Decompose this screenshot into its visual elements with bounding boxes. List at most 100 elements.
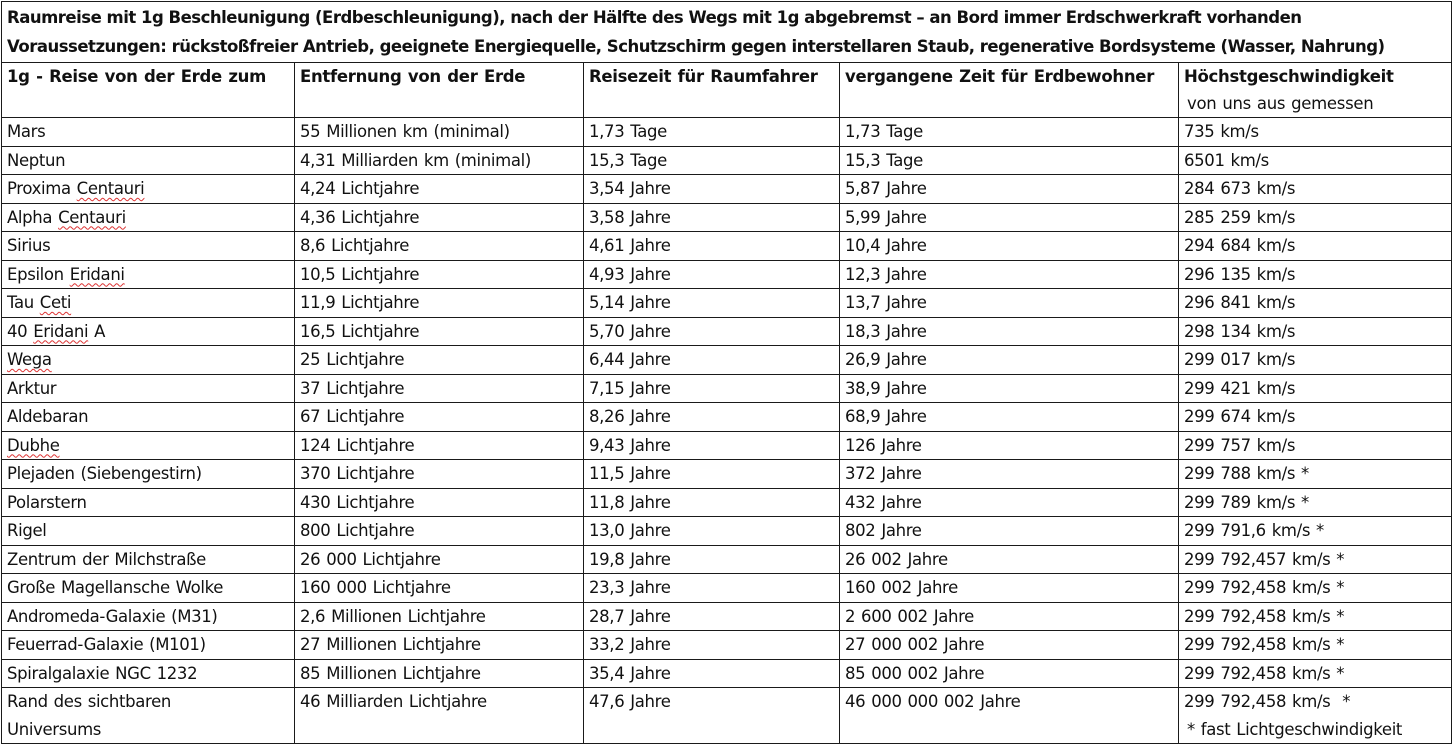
max-speed-cell: 299 757 km/s	[1177, 430, 1452, 460]
max-speed-cell: 285 259 km/s	[1177, 202, 1452, 232]
distance-cell: 160 000 Lichtjahre	[294, 573, 584, 603]
max-speed-cell: 299 017 km/s	[1177, 345, 1452, 375]
max-speed-cell: 296 841 km/s	[1177, 288, 1452, 318]
distance-cell: 37 Lichtjahre	[294, 373, 584, 403]
max-speed-cell: 299 792,458 km/s *	[1177, 630, 1452, 660]
earth-time-cell: 46 000 000 002 Jahre	[839, 687, 1179, 744]
destination-cell: Alpha Centauri	[1, 202, 295, 232]
destination-cell: Feuerrad-Galaxie (M101)	[1, 630, 295, 660]
ship-time-cell: 13,0 Jahre	[583, 516, 840, 546]
max-speed-cell: 299 789 km/s *	[1177, 487, 1452, 517]
destination-cell: Zentrum der Milchstraße	[1, 544, 295, 574]
table-row: Epsilon Eridani 10,5 Lichtjahre 4,93 Jahre…	[1, 259, 1452, 289]
distance-cell: 8,6 Lichtjahre	[294, 231, 584, 261]
ship-time-cell: 15,3 Tage	[583, 145, 840, 175]
destination-cell: Spiralgalaxie NGC 1232	[1, 658, 295, 688]
table-row: Zentrum der Milchstraße 26 000 Lichtjahre…	[1, 544, 1452, 574]
header-ship-time: Reisezeit für Raumfahrer	[583, 62, 840, 118]
table-row: Arktur 37 Lichtjahre 7,15 Jahre 38,9 Jahre 2…	[1, 373, 1452, 403]
destination-cell: Rand des sichtbaren Universums	[1, 687, 295, 744]
earth-time-cell: 27 000 002 Jahre	[839, 630, 1179, 660]
destination-cell: Wega	[1, 345, 295, 375]
max-speed-cell: 299 421 km/s	[1177, 373, 1452, 403]
destination-cell: Proxima Centauri	[1, 174, 295, 204]
table-row: Plejaden (Siebengestirn) 370 Lichtjahre 11…	[1, 459, 1452, 489]
max-speed-cell: 299 792,458 km/s *	[1177, 573, 1452, 603]
table-row-last: Rand des sichtbaren Universums 46 Milliard…	[1, 687, 1452, 744]
table-row: Rigel 800 Lichtjahre 13,0 Jahre 802 Jahre 29…	[1, 516, 1452, 546]
earth-time-cell: 12,3 Jahre	[839, 259, 1179, 289]
table-row: Sirius 8,6 Lichtjahre 4,61 Jahre 10,4 Jahre…	[1, 231, 1452, 261]
earth-time-cell: 26,9 Jahre	[839, 345, 1179, 375]
table-row: Alpha Centauri 4,36 Lichtjahre 3,58 Jahre 5…	[1, 202, 1452, 232]
header-earth-time: vergangene Zeit für Erdbewohner	[839, 62, 1179, 118]
ship-time-cell: 35,4 Jahre	[583, 658, 840, 688]
earth-time-cell: 15,3 Tage	[839, 145, 1179, 175]
distance-cell: 67 Lichtjahre	[294, 402, 584, 432]
distance-cell: 11,9 Lichtjahre	[294, 288, 584, 318]
destination-cell: Mars	[1, 117, 295, 147]
earth-time-cell: 85 000 002 Jahre	[839, 658, 1179, 688]
destination-cell: Epsilon Eridani	[1, 259, 295, 289]
destination-cell: Andromeda-Galaxie (M31)	[1, 601, 295, 631]
max-speed-cell: 299 792,458 km/s *	[1177, 601, 1452, 631]
distance-cell: 27 Millionen Lichtjahre	[294, 630, 584, 660]
destination-text: Alpha Centauri	[7, 207, 126, 227]
ship-time-cell: 3,54 Jahre	[583, 174, 840, 204]
ship-time-cell: 11,8 Jahre	[583, 487, 840, 517]
destination-text: Proxima Centauri	[7, 179, 145, 198]
table-row: 40 Eridani A 16,5 Lichtjahre 5,70 Jahre 18,…	[1, 316, 1452, 346]
table-row: Polarstern 430 Lichtjahre 11,8 Jahre 432 Ja…	[1, 487, 1452, 517]
destination-cell: Polarstern	[1, 487, 295, 517]
max-speed-cell: 735 km/s	[1177, 117, 1452, 147]
destination-cell: Tau Ceti	[1, 288, 295, 318]
ship-time-cell: 7,15 Jahre	[583, 373, 840, 403]
earth-time-cell: 10,4 Jahre	[839, 231, 1179, 261]
distance-cell: 370 Lichtjahre	[294, 459, 584, 489]
earth-time-cell: 160 002 Jahre	[839, 573, 1179, 603]
distance-cell: 4,31 Milliarden km (minimal)	[294, 145, 584, 175]
table-row: Andromeda-Galaxie (M31) 2,6 Millionen Lic…	[1, 601, 1452, 631]
table-row: Feuerrad-Galaxie (M101) 27 Millionen Lich…	[1, 630, 1452, 660]
distance-cell: 124 Lichtjahre	[294, 430, 584, 460]
title-cell: Raumreise mit 1g Beschleunigung (Erdbesc…	[0, 1, 1452, 63]
ship-time-cell: 6,44 Jahre	[583, 345, 840, 375]
title-row: Raumreise mit 1g Beschleunigung (Erdbesc…	[0, 1, 1452, 63]
destination-cell: 40 Eridani A	[1, 316, 295, 346]
destination-cell: Dubhe	[1, 430, 295, 460]
destination-cell: Plejaden (Siebengestirn)	[1, 459, 295, 489]
table-row: Spiralgalaxie NGC 1232 85 Millionen Licht…	[1, 658, 1452, 688]
table-row: Dubhe 124 Lichtjahre 9,43 Jahre 126 Jahre 29…	[1, 430, 1452, 460]
max-speed-cell: 299 792,457 km/s *	[1177, 544, 1452, 574]
earth-time-cell: 18,3 Jahre	[839, 316, 1179, 346]
earth-time-cell: 5,87 Jahre	[839, 174, 1179, 204]
distance-cell: 85 Millionen Lichtjahre	[294, 658, 584, 688]
ship-time-cell: 28,7 Jahre	[583, 601, 840, 631]
destination-text: Epsilon Eridani	[7, 264, 125, 284]
distance-cell: 46 Milliarden Lichtjahre	[294, 687, 584, 744]
header-destination: 1g - Reise von der Erde zum	[1, 62, 295, 118]
earth-time-cell: 13,7 Jahre	[839, 288, 1179, 318]
table-row: Aldebaran 67 Lichtjahre 8,26 Jahre 68,9 Jah…	[1, 402, 1452, 432]
destination-cell: Große Magellansche Wolke	[1, 573, 295, 603]
ship-time-cell: 23,3 Jahre	[583, 573, 840, 603]
ship-time-cell: 47,6 Jahre	[583, 687, 840, 744]
ship-time-cell: 5,14 Jahre	[583, 288, 840, 318]
distance-cell: 10,5 Lichtjahre	[294, 259, 584, 289]
ship-time-cell: 4,61 Jahre	[583, 231, 840, 261]
ship-time-cell: 9,43 Jahre	[583, 430, 840, 460]
header-max-speed-sub: von uns aus gemessen	[1187, 93, 1374, 113]
destination-text: Tau Ceti	[7, 293, 72, 312]
ship-time-cell: 5,70 Jahre	[583, 316, 840, 346]
table-row: Tau Ceti 11,9 Lichtjahre 5,14 Jahre 13,7 Ja…	[1, 288, 1452, 318]
max-speed-cell: 284 673 km/s	[1177, 174, 1452, 204]
max-speed-cell: 298 134 km/s	[1177, 316, 1452, 346]
earth-time-cell: 68,9 Jahre	[839, 402, 1179, 432]
distance-cell: 2,6 Millionen Lichtjahre	[294, 601, 584, 631]
destination-line-1: Rand des sichtbaren	[7, 692, 171, 711]
max-speed-cell: 299 674 km/s	[1177, 402, 1452, 432]
max-speed-cell: 294 684 km/s	[1177, 231, 1452, 261]
ship-time-cell: 11,5 Jahre	[583, 459, 840, 489]
table-row: Proxima Centauri 4,24 Lichtjahre 3,54 Jahr…	[1, 174, 1452, 204]
